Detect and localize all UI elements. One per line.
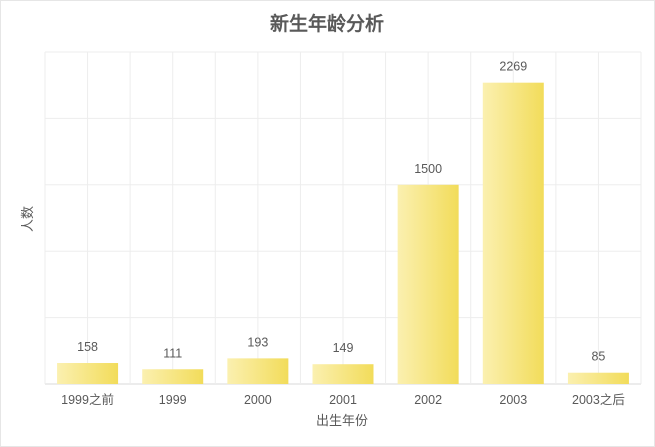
bar-2002	[397, 184, 459, 384]
bar-1999	[142, 369, 204, 384]
data-labels: 158 111 193 149 1500 2269 85	[77, 60, 605, 364]
y-axis-label: 人数	[20, 206, 35, 232]
data-label: 193	[247, 335, 268, 349]
data-label: 85	[591, 350, 605, 364]
data-label: 2269	[499, 60, 527, 74]
bar-1999之前	[57, 363, 119, 384]
bar-2000	[227, 358, 289, 384]
x-tick-label: 2000	[244, 393, 272, 407]
data-label: 149	[333, 341, 354, 355]
bar-2001	[312, 364, 374, 384]
x-tick-labels: 1999之前 1999 2000 2001 2002 2003 2003之后	[61, 392, 625, 407]
data-label: 111	[163, 346, 182, 360]
x-axis-label: 出生年份	[316, 413, 368, 428]
gridlines	[44, 51, 642, 385]
x-tick-label: 2003	[499, 393, 527, 407]
x-tick-label: 2002	[414, 393, 442, 407]
data-label: 158	[77, 340, 98, 354]
chart-title: 新生年龄分析	[270, 12, 384, 35]
x-tick-label: 2001	[329, 393, 357, 407]
x-tick-label: 1999	[159, 393, 187, 407]
x-tick-label: 1999之前	[61, 392, 114, 407]
bar-2003	[482, 82, 544, 384]
bars	[57, 82, 629, 384]
x-tick-label: 2003之后	[572, 393, 625, 407]
data-label: 1500	[414, 162, 442, 176]
bar-2003之后	[567, 372, 629, 384]
